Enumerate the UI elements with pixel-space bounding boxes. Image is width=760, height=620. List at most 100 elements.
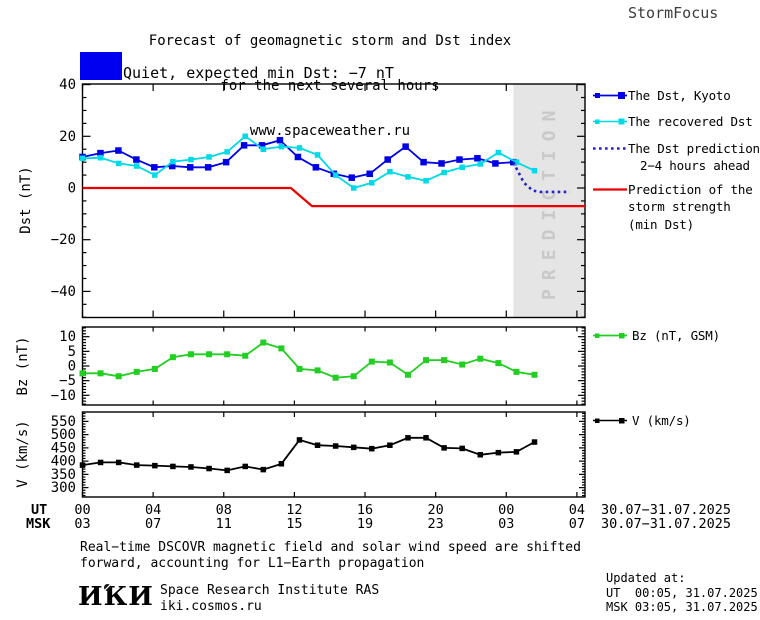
the-recovered-dst-marker <box>188 156 194 163</box>
msk-tick-label: 07 <box>145 516 161 532</box>
recovered-sample-marker <box>595 119 600 124</box>
v-sample-marker <box>595 418 600 423</box>
msk-tick-label: 03 <box>498 516 514 532</box>
v-km-s-marker <box>387 442 393 448</box>
dst-ytick-label: 20 <box>59 129 76 145</box>
the-dst-kyoto-marker <box>204 164 212 171</box>
bz-nt-gsm-marker <box>296 365 303 372</box>
bz-nt-gsm-marker <box>97 370 104 377</box>
bz-nt-gsm-marker <box>169 354 176 361</box>
v-km-s-marker <box>224 467 230 474</box>
legend-prediction-label-1: The Dst prediction <box>628 140 760 156</box>
v-km-s-marker <box>477 452 484 458</box>
bz-nt-gsm-marker <box>187 351 194 358</box>
bz-ytick-label: 0 <box>68 359 76 375</box>
v-km-s-line <box>82 436 535 472</box>
bz-sample-marker <box>619 333 625 339</box>
the-recovered-dst-marker <box>477 161 484 167</box>
storm-status-label: Quiet, expected min Dst: −7 nT <box>123 64 394 82</box>
the-dst-kyoto-marker <box>115 147 122 154</box>
the-dst-kyoto-marker <box>366 170 373 178</box>
v-km-s-marker <box>97 459 104 466</box>
the-dst-kyoto-marker <box>97 149 104 157</box>
v-km-s-marker <box>513 449 520 455</box>
v-km-s-marker <box>441 445 447 451</box>
v-axis-label: V (km/s) <box>15 420 31 487</box>
ut-date-range: 30.07−31.07.2025 <box>601 502 731 518</box>
bz-nt-gsm-marker <box>477 355 484 362</box>
the-recovered-dst-marker <box>314 152 321 158</box>
the-recovered-dst-marker <box>441 169 447 176</box>
ut-row-label: UT <box>31 502 47 518</box>
v-km-s-marker <box>133 462 140 468</box>
the-dst-kyoto-marker <box>133 156 140 163</box>
the-recovered-dst-marker <box>332 172 339 178</box>
bz-nt-gsm-marker <box>404 371 411 378</box>
recovered-legend-sample <box>593 118 627 125</box>
the-dst-kyoto-marker <box>438 160 445 167</box>
the-recovered-dst-marker <box>531 167 538 174</box>
v-ytick-label: 350 <box>51 467 76 483</box>
footnote-line-1: Real−time DSCOVR magnetic field and sola… <box>80 540 581 555</box>
bz-ytick-label: 10 <box>59 329 76 345</box>
bz-nt-gsm-marker <box>79 370 86 377</box>
bz-nt-gsm-marker <box>115 373 122 380</box>
the-recovered-dst-marker <box>459 164 465 171</box>
legend-v-label: V (km/s) <box>632 412 691 428</box>
the-dst-kyoto-marker <box>474 155 481 162</box>
the-dst-kyoto-marker <box>312 164 320 171</box>
v-plot-frame <box>81 411 586 498</box>
title-line-2: for the next several hours <box>220 78 440 94</box>
bz-nt-gsm-marker <box>423 357 430 364</box>
bz-axis-label: Bz (nT) <box>15 336 31 395</box>
the-recovered-dst-marker <box>170 158 176 165</box>
bz-nt-gsm-marker <box>151 365 158 372</box>
v-km-s-marker <box>369 445 375 452</box>
v-km-s-marker <box>79 462 86 468</box>
the-dst-kyoto-marker <box>276 136 284 144</box>
legend-bz-label: Bz (nT, GSM) <box>632 327 720 343</box>
msk-tick-label: 19 <box>357 516 373 532</box>
v-ytick-label: 400 <box>51 454 76 470</box>
the-recovered-dst-marker <box>206 154 212 160</box>
ut-tick-label: 00 <box>498 502 514 518</box>
v-ytick-label: 500 <box>51 427 76 443</box>
ut-tick-label: 04 <box>569 502 585 518</box>
bz-plot-frame <box>81 326 586 406</box>
the-dst-kyoto-marker <box>186 164 194 171</box>
bz-ytick-label: 5 <box>68 344 76 360</box>
bz-nt-gsm-marker <box>224 351 231 358</box>
legend-recovered-label: The recovered Dst <box>628 113 753 129</box>
the-recovered-dst-marker <box>97 155 104 161</box>
the-dst-kyoto-marker <box>402 143 409 150</box>
v-km-s-marker <box>242 463 248 470</box>
site-link: www.spaceweather.ru <box>249 123 411 139</box>
v-legend-sample <box>593 418 627 424</box>
iki-logo-satellite-icon <box>104 584 111 591</box>
the-recovered-dst-marker <box>224 149 230 155</box>
ut-tick-label: 08 <box>216 502 232 518</box>
bz-nt-gsm-marker <box>242 352 249 359</box>
bz-nt-gsm-marker <box>368 358 375 365</box>
brand-label: StormFocus <box>628 4 719 22</box>
msk-row-label: MSK <box>26 516 51 532</box>
v-km-s-marker <box>170 463 176 470</box>
v-km-s-marker <box>188 464 194 470</box>
the-recovered-dst-marker <box>350 185 357 191</box>
the-dst-kyoto-marker <box>240 142 248 149</box>
kyoto-sample-marker <box>618 92 625 99</box>
dst-ytick-label: 40 <box>59 77 76 93</box>
updated-ut: UT 00:05, 31.07.2025 <box>606 586 758 600</box>
v-km-s-marker <box>495 449 502 456</box>
v-km-s-marker <box>115 459 122 466</box>
ut-tick-label: 12 <box>286 502 302 518</box>
ut-tick-label: 20 <box>428 502 444 518</box>
iki-logo: ИКИ <box>78 582 154 612</box>
page-title: Forecast of geomagnetic storm and Dst in… <box>60 4 600 169</box>
dst-ytick-label: −40 <box>51 284 76 300</box>
msk-tick-label: 15 <box>286 516 302 532</box>
dst-ytick-label: 0 <box>68 181 76 197</box>
v-km-s-marker <box>296 437 303 443</box>
bz-nt-gsm-marker <box>531 371 538 378</box>
